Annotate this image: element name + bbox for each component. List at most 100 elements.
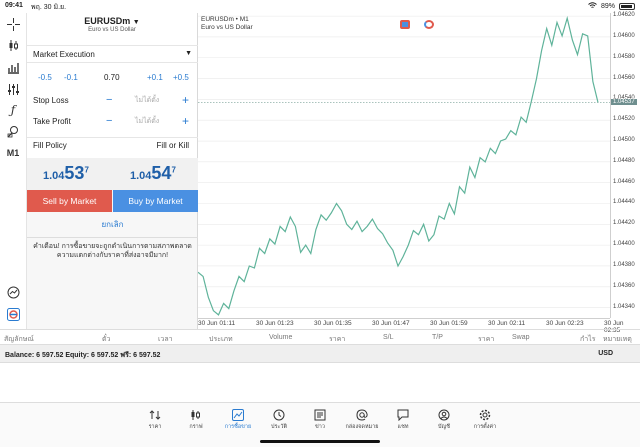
stop-loss-minus-button[interactable]: −	[106, 94, 113, 106]
y-tick-label: 1.04480	[613, 157, 635, 164]
balance-currency: USD	[598, 350, 613, 357]
current-price-label: 1.04537	[611, 98, 637, 105]
col-tp[interactable]: T/P	[432, 334, 443, 341]
take-profit-minus-button[interactable]: −	[106, 115, 113, 127]
indicators-icon[interactable]	[4, 58, 22, 76]
col-volume[interactable]: Volume	[269, 334, 293, 341]
price-chart[interactable]: EURUSDm • M1 Euro vs US Dollar 1.04620 1.…	[198, 12, 640, 334]
nav-chart[interactable]: กราฟ	[176, 409, 216, 431]
timeframe-button[interactable]: M1	[6, 148, 20, 158]
col-symbol[interactable]: สัญลักษณ์	[4, 336, 34, 343]
fill-policy-row[interactable]: Fill Policy Fill or Kill	[27, 137, 198, 153]
order-panel: EURUSDm ▼ Euro vs US Dollar Market Execu…	[27, 13, 198, 329]
stop-loss-input[interactable]: ไม่ได้ตั้ง	[135, 96, 160, 104]
sell-by-market-button[interactable]: Sell by Market	[27, 190, 112, 212]
stop-loss-plus-button[interactable]: +	[182, 93, 190, 107]
positions-table-header: สัญลักษณ์ ตั๋ว เวลา ประเภท Volume ราคา S…	[0, 329, 640, 345]
sliders-icon[interactable]	[4, 80, 22, 98]
bid-price: 1.04537	[43, 163, 89, 184]
chart-canvas[interactable]	[198, 13, 640, 329]
col-current-price[interactable]: ราคา	[478, 336, 495, 343]
cancel-button[interactable]: ยกเลิก	[101, 220, 124, 229]
balance-bar: Balance: 6 597.52 Equity: 6 597.52 ฟรี: …	[0, 345, 640, 363]
chart-trade-icons	[400, 20, 434, 29]
take-profit-row: Take Profit − ไม่ได้ตั้ง +	[27, 113, 198, 129]
x-tick-label: 30 Jun 01:23	[256, 320, 294, 327]
take-profit-plus-button[interactable]: +	[182, 114, 190, 128]
stop-loss-label: Stop Loss	[33, 95, 69, 105]
status-time: 09:41	[5, 2, 23, 9]
volume-value[interactable]: 0.70	[104, 72, 120, 82]
bottom-nav: ราคา กราฟ การซื้อขาย ประวัติ ข่าว กล่องจ…	[0, 402, 640, 447]
settings-icon	[479, 409, 491, 421]
col-ticket[interactable]: ตั๋ว	[102, 336, 111, 343]
col-price[interactable]: ราคา	[329, 336, 346, 343]
y-tick-label: 1.04380	[613, 261, 635, 268]
nav-label: กราฟ	[189, 424, 203, 430]
nav-quotes[interactable]: ราคา	[135, 409, 175, 431]
ask-price: 1.04547	[130, 163, 176, 184]
chart-symbol: EURUSDm • M1	[201, 16, 249, 23]
nav-label: แชท	[397, 424, 409, 430]
chat-icon	[397, 409, 409, 421]
y-tick-label: 1.04540	[613, 95, 635, 101]
one-click-trading-icon[interactable]	[400, 20, 410, 29]
col-type[interactable]: ประเภท	[209, 336, 233, 343]
nav-news[interactable]: ข่าว	[300, 409, 340, 431]
fill-policy-label: Fill Policy	[33, 141, 67, 150]
take-profit-input[interactable]: ไม่ได้ตั้ง	[135, 117, 160, 125]
execution-type-value: Market Execution	[33, 50, 95, 59]
y-tick-label: 1.04460	[613, 178, 635, 185]
y-tick-label: 1.04340	[613, 303, 635, 310]
volume-plus-0.1[interactable]: +0.1	[147, 72, 163, 82]
volume-plus-0.5[interactable]: +0.5	[173, 72, 189, 82]
objects-icon[interactable]	[4, 122, 22, 140]
execution-type-select[interactable]: Market Execution ▼	[27, 45, 198, 63]
chevron-down-icon: ▼	[185, 50, 192, 57]
broker-logo-icon[interactable]	[4, 305, 22, 323]
volume-stepper: -0.5 -0.1 0.70 +0.1 +0.5	[27, 70, 198, 84]
ask-price-prefix: 1.04	[130, 170, 152, 182]
col-comment[interactable]: หมายเหตุ	[603, 336, 632, 343]
col-sl[interactable]: S/L	[383, 334, 394, 341]
col-time[interactable]: เวลา	[158, 336, 173, 343]
symbol-name: EURUSDm	[84, 16, 131, 26]
volume-minus-0.1[interactable]: -0.1	[64, 72, 78, 82]
news-icon	[314, 409, 326, 421]
nav-history[interactable]: ประวัติ	[259, 409, 299, 431]
y-tick-label: 1.04600	[613, 32, 635, 39]
y-tick-label: 1.04560	[613, 74, 635, 81]
volume-minus-0.5[interactable]: -0.5	[38, 72, 52, 82]
warning-text: คำเตือน! การซื้อขายจะถูกดำเนินการตามสภาพ…	[27, 237, 198, 260]
x-tick-label: 30 Jun 02:23	[546, 320, 584, 327]
one-click-icon[interactable]	[4, 283, 22, 301]
time-axis-line	[198, 318, 610, 319]
nav-trade[interactable]: การซื้อขาย	[218, 409, 258, 431]
nav-label: ประวัติ	[270, 424, 288, 430]
status-bar: 09:41 พฤ. 30 มิ.ย. 89%	[0, 0, 640, 13]
stop-loss-row: Stop Loss − ไม่ได้ตั้ง +	[27, 92, 198, 108]
trade-icon	[232, 409, 244, 421]
order-form: EURUSDm ▼ Euro vs US Dollar Market Execu…	[27, 13, 198, 158]
chart-icon	[191, 410, 200, 420]
nav-chat[interactable]: แชท	[383, 409, 423, 431]
col-swap[interactable]: Swap	[512, 334, 530, 341]
battery-percent: 89%	[600, 3, 615, 10]
buy-by-market-button[interactable]: Buy by Market	[113, 190, 198, 212]
ask-price-sup: 7	[171, 165, 176, 175]
candles-icon[interactable]	[4, 36, 22, 54]
crosshair-icon[interactable]	[4, 15, 22, 33]
ask-price-big: 54	[151, 163, 172, 183]
symbol-selector[interactable]: EURUSDm ▼ Euro vs US Dollar	[27, 13, 197, 33]
chart-header: EURUSDm • M1 Euro vs US Dollar	[201, 16, 253, 32]
nav-settings[interactable]: การตั้งค่า	[465, 409, 505, 431]
function-icon[interactable]: ƒ	[10, 103, 16, 117]
nav-account[interactable]: บัญชี	[424, 409, 464, 431]
nav-mailbox[interactable]: กล่องจดหมาย	[342, 409, 382, 431]
battery-icon	[619, 3, 635, 10]
y-tick-label: 1.04360	[613, 282, 635, 289]
sync-icon[interactable]	[424, 20, 434, 29]
price-axis-line	[610, 13, 611, 318]
bid-price-big: 53	[64, 163, 85, 183]
col-profit[interactable]: กำไร	[580, 336, 596, 343]
